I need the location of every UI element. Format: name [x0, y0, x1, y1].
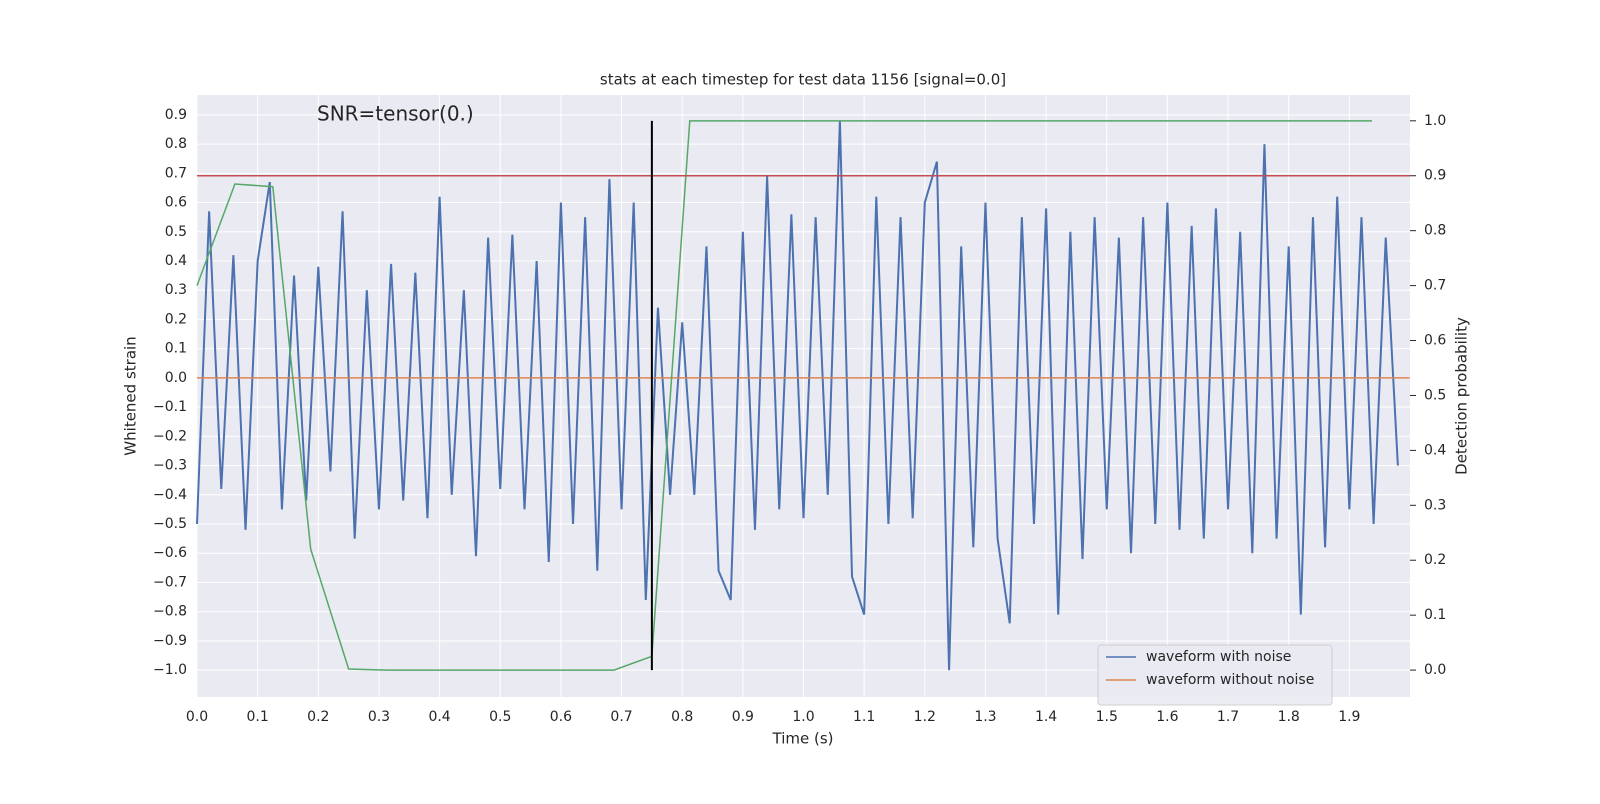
x-axis-label: Time (s): [772, 730, 834, 748]
x-tick-label: 1.6: [1156, 709, 1178, 725]
x-tick-label: 1.8: [1278, 709, 1300, 725]
y2-tick-label: 0.3: [1424, 497, 1446, 513]
x-tick-label: 0.5: [489, 709, 511, 725]
y2-tick-label: 0.0: [1424, 662, 1446, 678]
y2-tick-label: 0.2: [1424, 552, 1446, 568]
y2-axis-label: Detection probability: [1453, 317, 1471, 475]
y2-tick-label: 0.4: [1424, 442, 1446, 458]
y-tick-label: −0.2: [153, 428, 187, 444]
y2-tick-label: 0.5: [1424, 387, 1446, 403]
series-line: [196, 120, 1373, 671]
y2-tick-label: 1.0: [1424, 113, 1446, 129]
x-tick-label: 1.2: [914, 709, 936, 725]
y2-tick-label: 0.7: [1424, 278, 1446, 294]
y-tick-label: 0.2: [165, 311, 187, 327]
annotation: SNR=tensor(0.): [317, 102, 474, 126]
x-tick-label: 1.9: [1338, 709, 1360, 725]
x-tick-label: 1.4: [1035, 709, 1057, 725]
x-tick-label: 0.1: [247, 709, 269, 725]
x-tick-label: 1.0: [792, 709, 814, 725]
y2-tick-label: 0.9: [1424, 168, 1446, 184]
y-tick-label: −0.9: [153, 633, 187, 649]
x-tick-label: 0.0: [186, 709, 208, 725]
y-tick-label: 0.9: [165, 107, 187, 123]
x-tick-label: 0.2: [307, 709, 329, 725]
y2-tick-label: 0.6: [1424, 333, 1446, 349]
y-tick-label: 0.6: [165, 195, 187, 211]
legend-label: waveform with noise: [1146, 649, 1291, 665]
x-tick-label: 1.5: [1096, 709, 1118, 725]
x-tick-label: 1.3: [974, 709, 996, 725]
legend-label: waveform without noise: [1146, 672, 1314, 688]
y-tick-label: −0.4: [153, 487, 187, 503]
x-tick-label: 0.4: [428, 709, 450, 725]
y-tick-label: 0.8: [165, 136, 187, 152]
y2-tick-label: 0.1: [1424, 607, 1446, 623]
y-tick-label: −0.8: [153, 604, 187, 620]
y2-tick-label: 0.8: [1424, 223, 1446, 239]
y-tick-label: −0.6: [153, 545, 187, 561]
y-tick-label: 0.7: [165, 165, 187, 181]
x-tick-label: 0.7: [610, 709, 632, 725]
y-tick-label: 0.1: [165, 341, 187, 357]
x-tick-label: 0.9: [732, 709, 754, 725]
chart-title: stats at each timestep for test data 115…: [600, 71, 1006, 89]
y-tick-label: 0.3: [165, 282, 187, 298]
y-tick-label: 0.0: [165, 370, 187, 386]
x-tick-label: 0.8: [671, 709, 693, 725]
legend-box: [1097, 644, 1333, 706]
x-tick-label: 1.7: [1217, 709, 1239, 725]
y-tick-label: 0.5: [165, 224, 187, 240]
y-tick-label: −0.7: [153, 574, 187, 590]
y-tick-label: −1.0: [153, 662, 187, 678]
y-tick-label: −0.3: [153, 458, 187, 474]
y-axis-label: Whitened strain: [122, 336, 140, 455]
x-tick-label: 0.3: [368, 709, 390, 725]
y-tick-label: 0.4: [165, 253, 187, 269]
y-tick-label: −0.1: [153, 399, 187, 415]
x-tick-label: 1.1: [853, 709, 875, 725]
series-line: [196, 120, 1399, 671]
y-tick-label: −0.5: [153, 516, 187, 532]
x-tick-label: 0.6: [550, 709, 572, 725]
